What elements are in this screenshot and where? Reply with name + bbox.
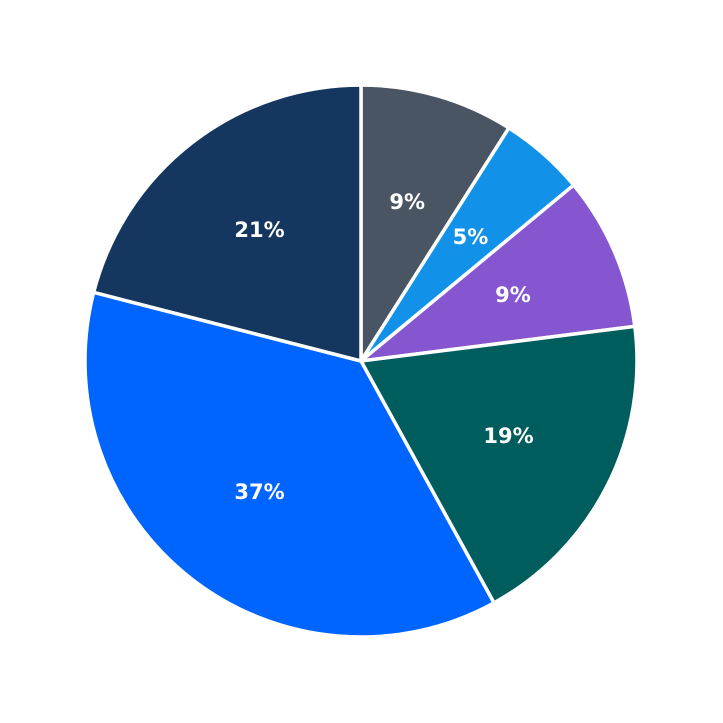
pie-slice-4 xyxy=(359,324,639,605)
pie-slice-6 xyxy=(91,83,363,363)
pie-labels: 9% 5% 9% 19% 37% 21% xyxy=(234,190,533,504)
pie-slice-label-1: 9% xyxy=(389,190,425,214)
pie-slice-label-5: 37% xyxy=(234,480,284,504)
pie-slice-label-3: 9% xyxy=(495,283,531,307)
pie-slice-1 xyxy=(359,83,511,363)
pie-slice-label-4: 19% xyxy=(483,424,533,448)
pie-slice-label-6: 21% xyxy=(234,218,284,242)
pie-slice-label-2: 5% xyxy=(453,225,489,249)
pie-slices xyxy=(83,83,639,639)
pie-slice-3 xyxy=(359,183,637,363)
pie-slice-5 xyxy=(83,290,496,639)
